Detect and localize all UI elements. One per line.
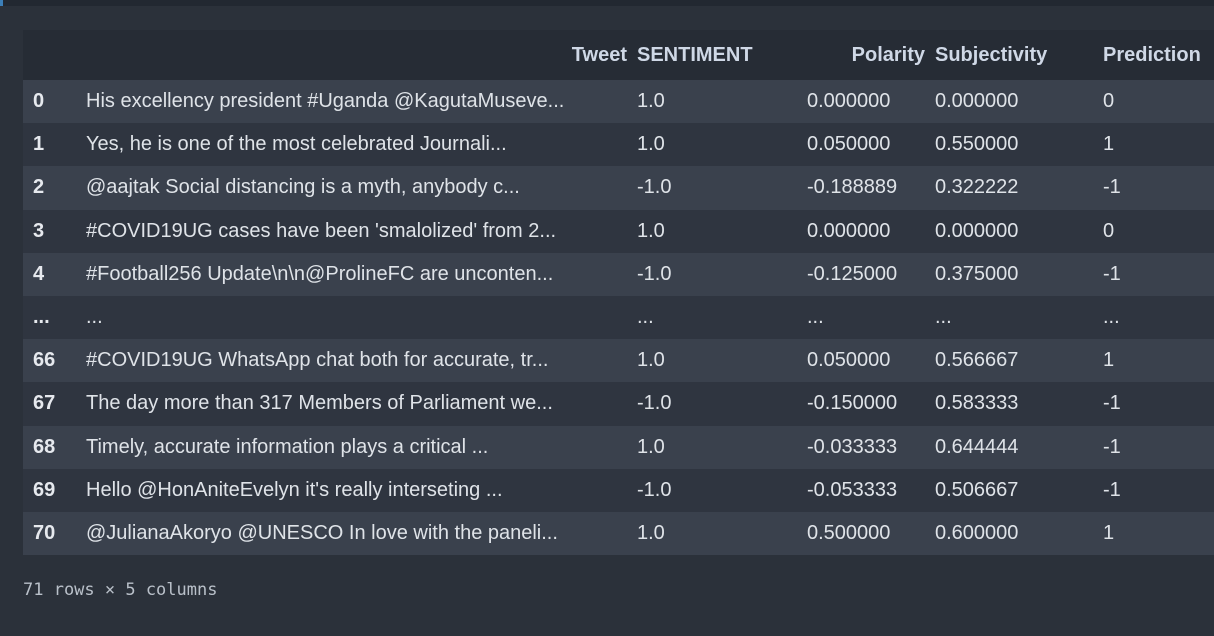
table-row: 69 Hello @HonAniteEvelyn it's really inte… xyxy=(23,468,1214,512)
column-header-tweet: Tweet xyxy=(571,43,627,66)
column-header-prediction: Prediction xyxy=(1103,43,1201,66)
cell-prediction: ... xyxy=(1103,306,1120,329)
row-index: 70 xyxy=(33,521,56,544)
cell-tweet: Timely, accurate information plays a cri… xyxy=(86,435,489,458)
cell-polarity: -0.125000 xyxy=(807,262,898,285)
dataframe-table: Tweet SENTIMENT Polarity Subjectivity Pr… xyxy=(23,30,1214,556)
table-header: Tweet SENTIMENT Polarity Subjectivity Pr… xyxy=(23,30,1214,80)
cell-subjectivity: 0.600000 xyxy=(935,521,1019,544)
table-row: .................. xyxy=(23,295,1214,340)
cell-subjectivity: 0.375000 xyxy=(935,262,1019,285)
dataframe-output: Tweet SENTIMENT Polarity Subjectivity Pr… xyxy=(23,30,1214,556)
table-body: 0 His excellency president #Uganda @Kagut… xyxy=(23,80,1214,556)
cell-sentiment: -1.0 xyxy=(637,478,672,501)
cell-tweet: ... xyxy=(86,306,103,329)
cell-polarity: 0.050000 xyxy=(807,133,891,156)
cell-subjectivity: 0.000000 xyxy=(935,219,1019,242)
cell-sentiment: 1.0 xyxy=(637,133,665,156)
row-index: 0 xyxy=(33,90,45,113)
row-index: 4 xyxy=(33,262,45,285)
cell-polarity: ... xyxy=(807,306,824,329)
cell-prediction: 0 xyxy=(1103,90,1115,113)
cell-tweet: Hello @HonAniteEvelyn it's really inters… xyxy=(86,478,503,501)
cell-subjectivity: 0.644444 xyxy=(935,435,1019,458)
cell-polarity: 0.050000 xyxy=(807,349,891,372)
row-index: 1 xyxy=(33,133,45,156)
cell-sentiment: 1.0 xyxy=(637,349,665,372)
column-header-index xyxy=(23,30,86,80)
cell-subjectivity: 0.583333 xyxy=(935,392,1019,415)
row-index: 66 xyxy=(33,349,56,372)
column-header-polarity: Polarity xyxy=(851,43,925,66)
cell-tweet: His excellency president #Uganda @Kaguta… xyxy=(86,90,565,113)
cell-tweet: Yes, he is one of the most celebrated Jo… xyxy=(86,133,507,156)
cell-prediction: 0 xyxy=(1103,219,1115,242)
cell-tweet: #COVID19UG cases have been 'smalolized' … xyxy=(86,219,557,242)
cell-prediction: -1 xyxy=(1103,262,1121,285)
cell-tweet: @aajtak Social distancing is a myth, any… xyxy=(86,176,520,199)
cell-sentiment: -1.0 xyxy=(637,392,672,415)
cell-subjectivity: 0.322222 xyxy=(935,176,1019,199)
table-row: 70 @JulianaAkoryo @UNESCO In love with th… xyxy=(23,511,1214,556)
cell-sentiment: ... xyxy=(637,306,654,329)
cell-subjectivity: 0.550000 xyxy=(935,133,1019,156)
cell-subjectivity: ... xyxy=(935,306,952,329)
cell-sentiment: 1.0 xyxy=(637,521,665,544)
row-index: 3 xyxy=(33,219,45,242)
column-header-subjectivity: Subjectivity xyxy=(935,43,1048,66)
table-row: 68 Timely, accurate information plays a c… xyxy=(23,425,1214,469)
table-row: 0 His excellency president #Uganda @Kagut… xyxy=(23,80,1214,124)
table-row: 66 #COVID19UG WhatsApp chat both for accu… xyxy=(23,339,1214,383)
cell-prediction: -1 xyxy=(1103,176,1121,199)
cell-sentiment: 1.0 xyxy=(637,435,665,458)
cell-tweet: @JulianaAkoryo @UNESCO In love with the … xyxy=(86,521,558,544)
cell-sentiment: -1.0 xyxy=(637,176,672,199)
cell-prediction: 1 xyxy=(1103,133,1115,156)
table-row: 2 @aajtak Social distancing is a myth, an… xyxy=(23,166,1214,210)
cell-sentiment: 1.0 xyxy=(637,90,665,113)
cell-sentiment: 1.0 xyxy=(637,219,665,242)
cell-selection-indicator xyxy=(0,0,3,6)
cell-prediction: -1 xyxy=(1103,392,1121,415)
column-header-sentiment: SENTIMENT xyxy=(637,43,753,66)
cell-subjectivity: 0.506667 xyxy=(935,478,1019,501)
cell-prediction: 1 xyxy=(1103,349,1115,372)
cell-polarity: -0.150000 xyxy=(807,392,898,415)
row-index: ... xyxy=(33,306,50,329)
cell-polarity: -0.033333 xyxy=(807,435,898,458)
row-index: 67 xyxy=(33,392,56,415)
cell-subjectivity: 0.000000 xyxy=(935,90,1019,113)
cell-tweet: #Football256 Update\n\n@ProlineFC are un… xyxy=(86,262,554,285)
cell-subjectivity: 0.566667 xyxy=(935,349,1019,372)
dataframe-shape-text: 71 rows × 5 columns xyxy=(23,580,218,600)
cell-sentiment: -1.0 xyxy=(637,262,672,285)
cell-polarity: 0.000000 xyxy=(807,90,891,113)
cell-prediction: -1 xyxy=(1103,435,1121,458)
table-row: 1 Yes, he is one of the most celebrated J… xyxy=(23,123,1214,167)
table-row: 67 The day more than 317 Members of Parli… xyxy=(23,382,1214,426)
cell-prediction: -1 xyxy=(1103,478,1121,501)
table-row: 3 #COVID19UG cases have been 'smalolized'… xyxy=(23,209,1214,253)
cell-polarity: 0.500000 xyxy=(807,521,891,544)
row-index: 69 xyxy=(33,478,56,501)
cell-polarity: -0.053333 xyxy=(807,478,898,501)
cell-top-bar xyxy=(0,0,1214,6)
row-index: 68 xyxy=(33,435,56,458)
cell-tweet: #COVID19UG WhatsApp chat both for accura… xyxy=(86,349,549,372)
cell-polarity: -0.188889 xyxy=(807,176,898,199)
cell-polarity: 0.000000 xyxy=(807,219,891,242)
row-index: 2 xyxy=(33,176,45,199)
header-row: Tweet SENTIMENT Polarity Subjectivity Pr… xyxy=(23,30,1214,80)
cell-prediction: 1 xyxy=(1103,521,1115,544)
table-row: 4 #Football256 Update\n\n@ProlineFC are u… xyxy=(23,252,1214,296)
cell-tweet: The day more than 317 Members of Parliam… xyxy=(86,392,553,415)
